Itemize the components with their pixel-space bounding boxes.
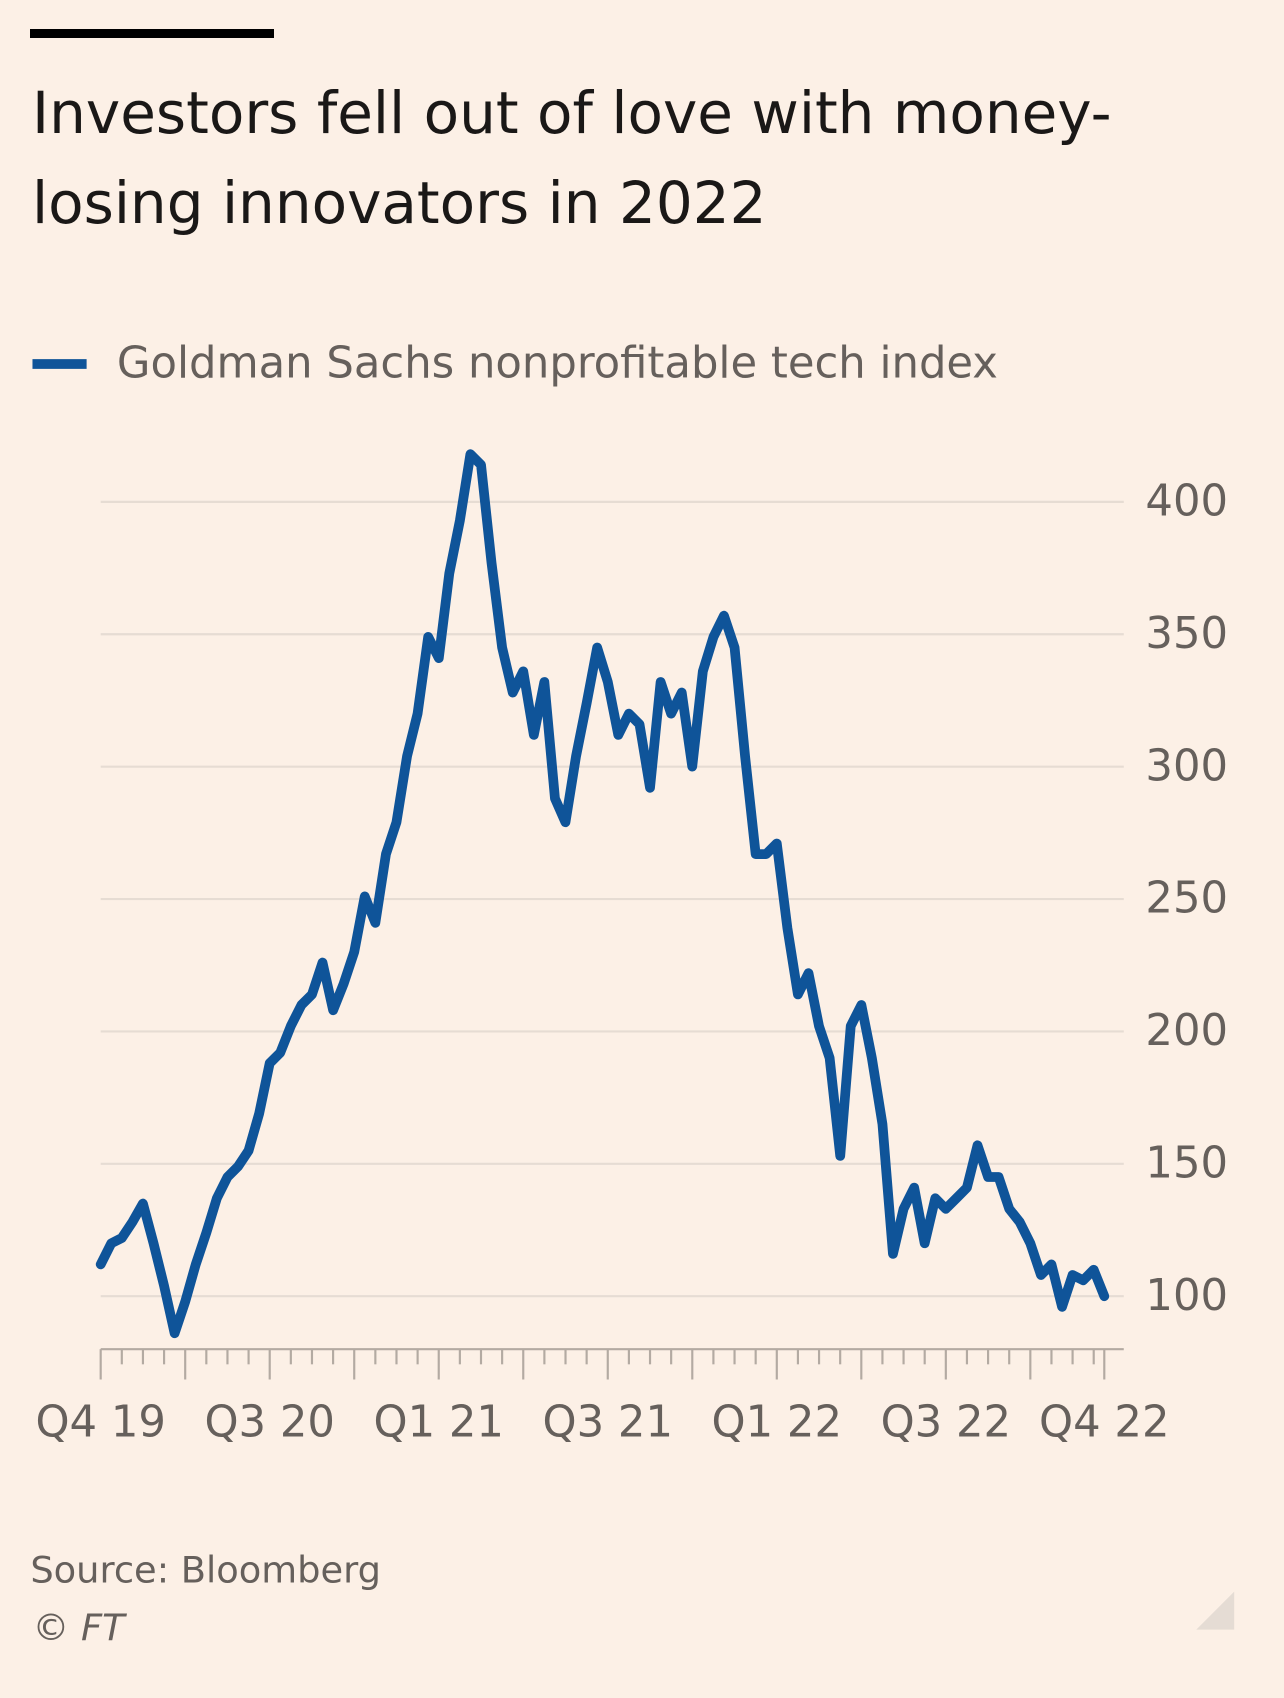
x-tick-label: Q4 22 xyxy=(1039,1397,1169,1447)
y-tick-label: 400 xyxy=(1145,477,1228,527)
x-tick-label: Q3 22 xyxy=(881,1397,1011,1447)
x-tick-label: Q3 21 xyxy=(543,1397,673,1447)
y-tick-label: 150 xyxy=(1145,1138,1228,1188)
x-tick-label: Q3 20 xyxy=(204,1397,334,1447)
source: Source: Bloomberg xyxy=(30,1549,381,1592)
data-line xyxy=(95,449,1110,1339)
y-tick-label: 200 xyxy=(1145,1006,1228,1056)
chart-title: Investors fell out of love with money-lo… xyxy=(32,79,1112,237)
legend-label: Goldman Sachs nonprofitable tech index xyxy=(117,339,998,389)
y-tick-label: 100 xyxy=(1145,1271,1228,1321)
resize-corner xyxy=(1196,1591,1235,1630)
x-tick-label: Q1 21 xyxy=(373,1397,503,1447)
y-tick-label: 250 xyxy=(1145,874,1228,924)
top-bar xyxy=(30,29,274,38)
x-tick-label: Q1 22 xyxy=(712,1397,842,1447)
credit: © FT xyxy=(32,1606,127,1649)
y-tick-label: 300 xyxy=(1145,741,1228,791)
x-tick-label: Q4 19 xyxy=(35,1397,165,1447)
y-tick-label: 350 xyxy=(1145,609,1228,659)
